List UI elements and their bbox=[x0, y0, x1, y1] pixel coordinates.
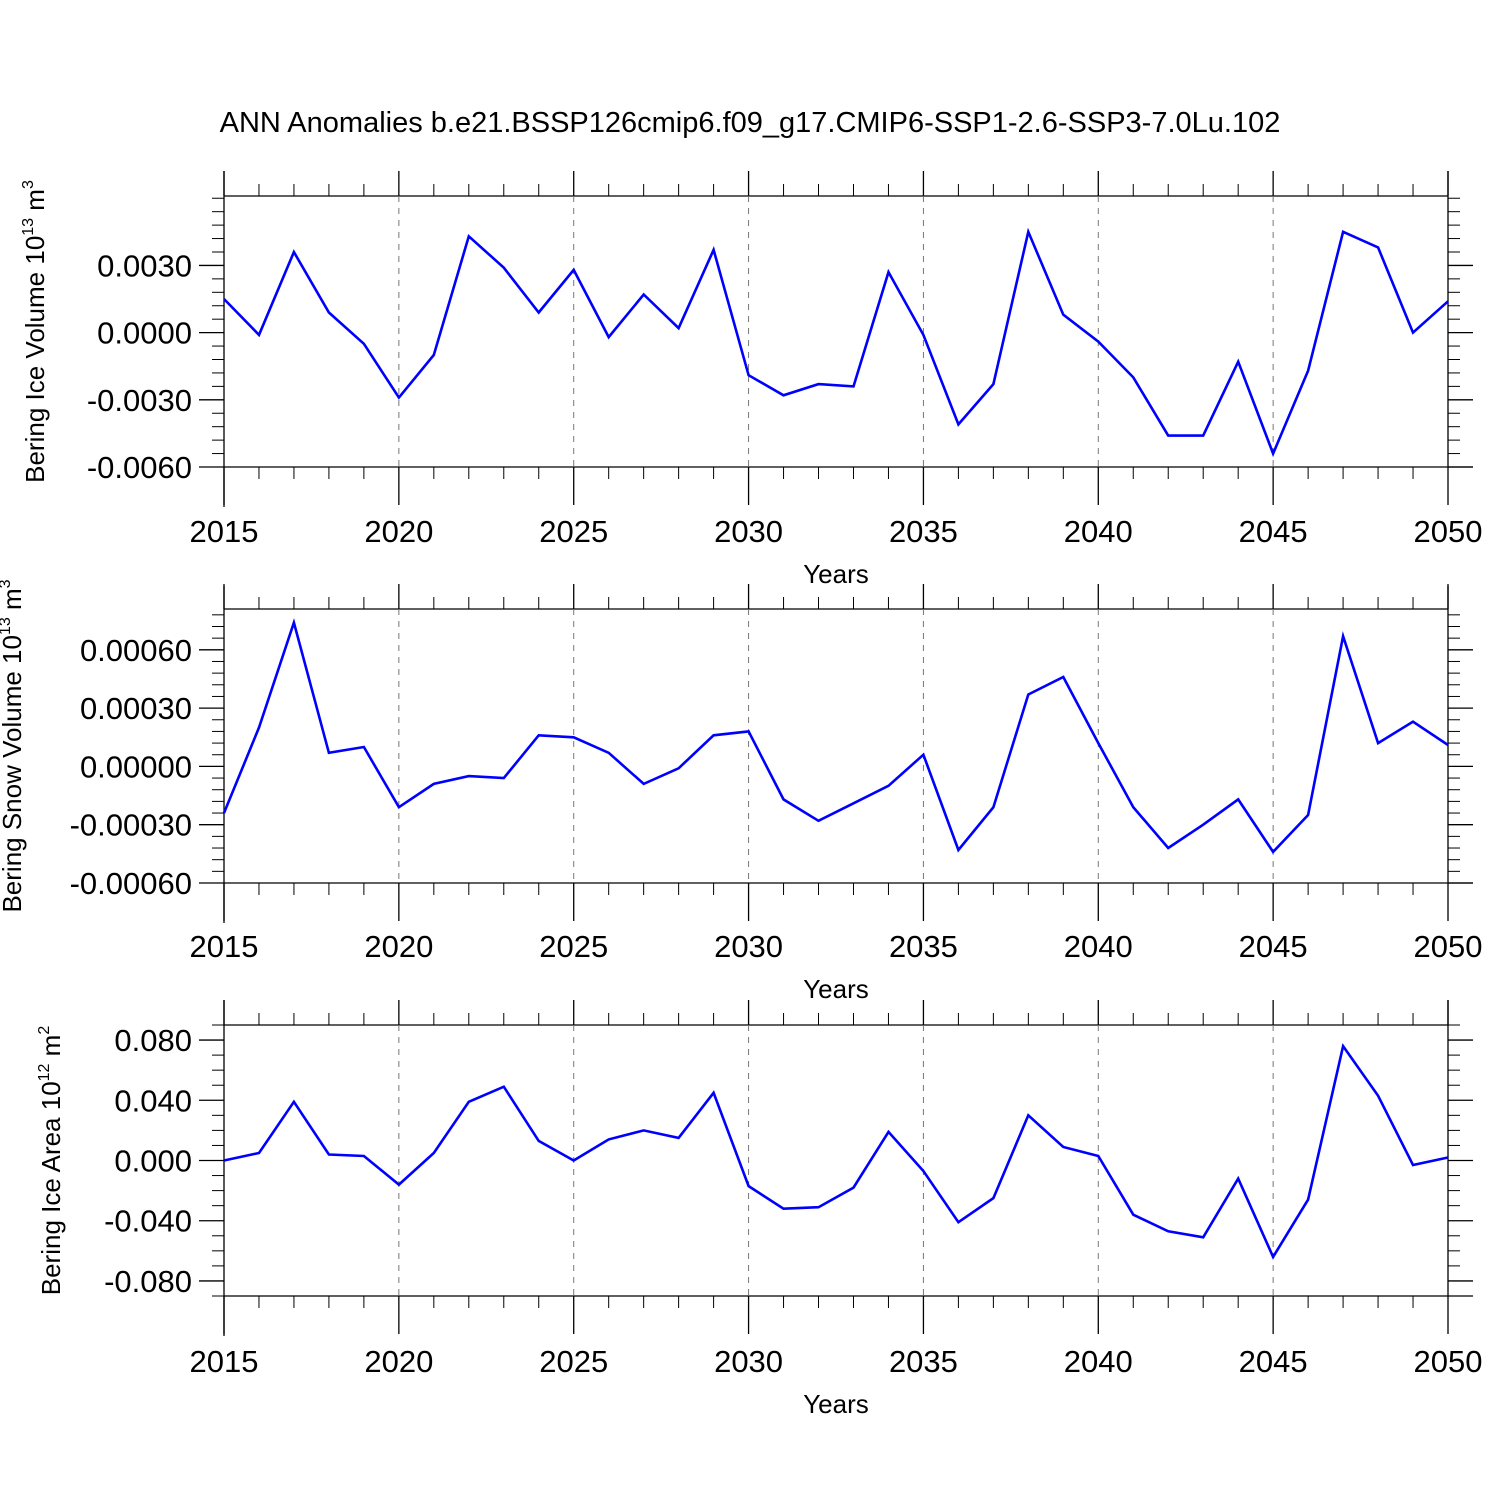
x-tick-label: 2030 bbox=[714, 1344, 783, 1379]
chart-panel-2: 2015 2020 2025 2030 2035 2040 2045 2050 Years -0.… bbox=[0, 579, 1482, 1004]
y-axis-label-exponent: 13 bbox=[20, 218, 37, 236]
y-tick-label: 0.00030 bbox=[80, 691, 192, 726]
y-axis-label: Bering Ice Area 1012 m2 bbox=[36, 1026, 66, 1296]
x-axis-label: Years bbox=[803, 1389, 869, 1419]
x-axis-label: Years bbox=[803, 559, 869, 589]
x-tick-label: 2025 bbox=[539, 1344, 608, 1379]
chart-panel-3: 2015 2020 2025 2030 2035 2040 2045 2050 Years -0.… bbox=[36, 1000, 1482, 1419]
series-line bbox=[223, 1042, 1449, 1260]
x-tick-label: 2030 bbox=[714, 929, 783, 964]
y-tick-label: 0.000 bbox=[114, 1144, 192, 1179]
y-axis-label-exponent: 13 bbox=[0, 617, 14, 635]
x-tick-label: 2050 bbox=[1414, 929, 1483, 964]
x-tick-label: 2050 bbox=[1414, 1344, 1483, 1379]
y-axis-label-unit: m bbox=[20, 189, 50, 218]
y-tick-label: 0.00000 bbox=[80, 749, 192, 784]
y-tick-label: -0.040 bbox=[104, 1204, 192, 1239]
x-tick-label: 2040 bbox=[1064, 1344, 1133, 1379]
x-tick-label: 2025 bbox=[539, 929, 608, 964]
x-tick-label: 2045 bbox=[1239, 929, 1308, 964]
y-axis-label-text: Bering Ice Area 10 bbox=[36, 1081, 66, 1295]
y-tick-label: 0.0000 bbox=[97, 316, 192, 351]
series-line bbox=[222, 618, 1449, 854]
y-tick-label: -0.00060 bbox=[70, 866, 192, 901]
y-axis-label-unit-exponent: 3 bbox=[20, 180, 37, 189]
x-tick-label: 2015 bbox=[190, 1344, 259, 1379]
x-tick-label: 2035 bbox=[889, 929, 958, 964]
x-tick-label: 2015 bbox=[190, 929, 259, 964]
y-axis-label-unit-exponent: 3 bbox=[0, 579, 14, 588]
y-tick-label: -0.080 bbox=[104, 1264, 192, 1299]
x-tick-label: 2045 bbox=[1239, 514, 1308, 549]
x-tick-label: 2030 bbox=[714, 514, 783, 549]
x-tick-label: 2020 bbox=[364, 1344, 433, 1379]
chart-panel-1: 2015 2020 2025 2030 2035 2040 2045 2050 Years -0.… bbox=[20, 171, 1482, 589]
y-axis-label-text: Bering Ice Volume 10 bbox=[20, 236, 50, 483]
x-tick-label: 2020 bbox=[364, 929, 433, 964]
y-axis-label-text: Bering Snow Volume 10 bbox=[0, 635, 27, 913]
y-axis-label-unit: m bbox=[0, 588, 27, 617]
y-tick-label: 0.0030 bbox=[97, 248, 192, 283]
x-tick-label: 2050 bbox=[1414, 514, 1483, 549]
x-tick-label: 2035 bbox=[889, 514, 958, 549]
y-tick-label: -0.0060 bbox=[87, 450, 192, 485]
x-axis-label: Years bbox=[803, 974, 869, 1004]
y-axis-label-unit-exponent: 2 bbox=[36, 1026, 53, 1035]
x-tick-label: 2025 bbox=[539, 514, 608, 549]
y-axis-label-unit: m bbox=[36, 1035, 66, 1064]
x-tick-label: 2045 bbox=[1239, 1344, 1308, 1379]
y-tick-label: 0.00060 bbox=[80, 633, 192, 668]
y-axis-label: Bering Snow Volume 1013 m3 bbox=[0, 579, 27, 912]
x-tick-label: 2040 bbox=[1064, 929, 1133, 964]
y-tick-label: -0.0030 bbox=[87, 383, 192, 418]
x-tick-label: 2040 bbox=[1064, 514, 1133, 549]
y-tick-label: 0.080 bbox=[114, 1023, 192, 1058]
y-tick-label: 0.040 bbox=[114, 1083, 192, 1118]
y-axis-label-exponent: 12 bbox=[36, 1063, 53, 1081]
y-axis-label: Bering Ice Volume 1013 m3 bbox=[20, 180, 50, 483]
figure-title: ANN Anomalies b.e21.BSSP126cmip6.f09_g17… bbox=[220, 107, 1281, 139]
x-tick-label: 2035 bbox=[889, 1344, 958, 1379]
y-tick-label: -0.00030 bbox=[70, 808, 192, 843]
x-tick-label: 2020 bbox=[364, 514, 433, 549]
series-line bbox=[223, 227, 1449, 458]
x-tick-label: 2015 bbox=[190, 514, 259, 549]
